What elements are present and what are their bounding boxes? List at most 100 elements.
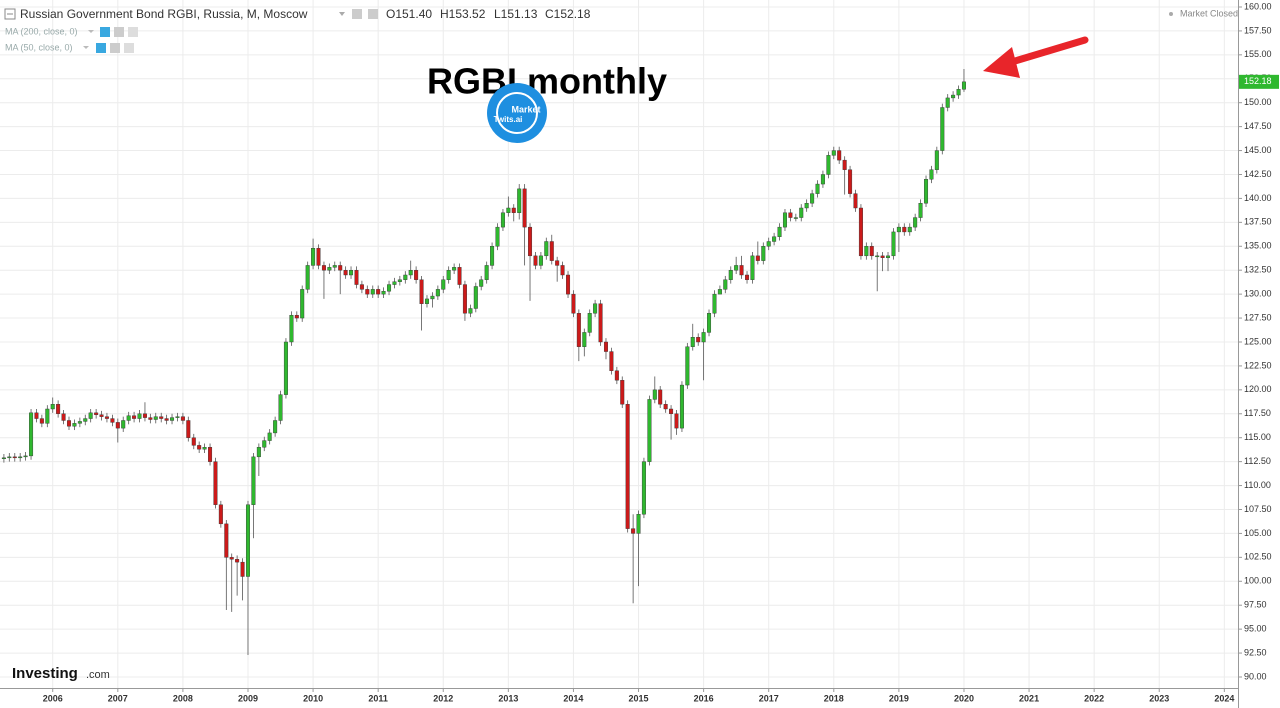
candle-body xyxy=(793,217,798,219)
candle-body xyxy=(772,236,777,242)
grid xyxy=(0,0,1238,688)
candle-body xyxy=(940,107,945,151)
candle-body xyxy=(782,212,787,228)
candle-body xyxy=(490,246,495,266)
candle-body xyxy=(45,408,50,424)
candle-body xyxy=(522,188,527,228)
visibility-icon[interactable] xyxy=(110,43,120,53)
candle-body xyxy=(576,313,581,347)
candle-body xyxy=(202,447,207,450)
candle-body xyxy=(701,332,706,343)
candle-body xyxy=(679,384,684,429)
candle-body xyxy=(12,456,17,459)
candle-body xyxy=(39,418,44,424)
candle-body xyxy=(820,174,825,185)
remove-icon[interactable] xyxy=(128,27,138,37)
candle-body xyxy=(858,207,863,257)
candle-body xyxy=(560,265,565,276)
candle-body xyxy=(387,284,392,292)
candle-body xyxy=(132,415,137,419)
brand-name: Investing xyxy=(12,665,78,682)
candle-body xyxy=(365,289,370,295)
y-tick-label: 127.50 xyxy=(1244,312,1272,322)
candle-body xyxy=(571,293,576,314)
settings-icon[interactable] xyxy=(100,27,110,37)
x-tick-label: 2009 xyxy=(238,693,258,703)
candle-body xyxy=(441,279,446,290)
candle-body xyxy=(468,308,473,314)
y-tick-label: 110.00 xyxy=(1244,480,1271,490)
candle-body xyxy=(56,404,61,414)
candle-body xyxy=(332,265,337,268)
y-tick-label: 117.50 xyxy=(1244,408,1271,418)
visibility-icon[interactable] xyxy=(368,9,378,19)
y-tick-label: 92.50 xyxy=(1244,647,1267,657)
candle-body xyxy=(766,241,771,247)
dropdown-icon[interactable] xyxy=(339,12,345,16)
dropdown-icon[interactable] xyxy=(88,30,94,33)
candle-body xyxy=(1,457,6,460)
candle-body xyxy=(593,303,598,314)
candle-body xyxy=(159,416,164,419)
candle-body xyxy=(777,226,782,237)
candle-body xyxy=(229,557,234,560)
candle-body xyxy=(723,279,728,290)
candle-body xyxy=(256,447,261,458)
last-price-label: 152.18 xyxy=(1244,76,1272,86)
candle-body xyxy=(587,313,592,333)
candle-body xyxy=(83,418,88,422)
candle-body xyxy=(349,270,354,276)
candle-body xyxy=(7,456,12,459)
candle-body xyxy=(826,155,831,175)
candle-body xyxy=(582,332,587,347)
y-tick-label: 90.00 xyxy=(1244,671,1267,681)
candle-body xyxy=(50,404,55,410)
candle-body xyxy=(283,341,288,395)
quote-close: C152.18 xyxy=(545,7,591,21)
candle-body xyxy=(153,416,158,420)
y-tick-label: 100.00 xyxy=(1244,576,1272,586)
candle-body xyxy=(902,226,907,233)
candle-body xyxy=(251,456,256,505)
x-tick-label: 2021 xyxy=(1019,693,1039,703)
y-tick-label: 132.50 xyxy=(1244,265,1272,275)
candle-body xyxy=(354,270,359,285)
x-tick-label: 2019 xyxy=(889,693,909,703)
visibility-icon[interactable] xyxy=(114,27,124,37)
candle-body xyxy=(739,265,744,276)
candle-body xyxy=(126,415,131,421)
candle-body xyxy=(875,255,880,258)
status-dot xyxy=(1169,12,1173,16)
y-tick-label: 112.50 xyxy=(1244,456,1271,466)
candle-body xyxy=(381,291,386,295)
candle-body xyxy=(929,169,934,180)
watermark-ring xyxy=(496,92,538,134)
y-tick-label: 125.00 xyxy=(1244,336,1272,346)
candle-body xyxy=(538,255,543,266)
candle-body xyxy=(517,188,522,213)
candle-body xyxy=(864,246,869,257)
collapse-icon[interactable] xyxy=(4,8,16,20)
remove-icon[interactable] xyxy=(124,43,134,53)
y-tick-label: 102.50 xyxy=(1244,552,1272,562)
candle-body xyxy=(831,150,836,156)
dropdown-icon[interactable] xyxy=(83,46,89,49)
candle-body xyxy=(435,289,440,297)
market-status: Market Closed xyxy=(1180,8,1238,18)
y-tick-label: 160.00 xyxy=(1244,1,1272,11)
candle-body xyxy=(343,270,348,276)
candle-body xyxy=(338,265,343,271)
candle-body xyxy=(636,514,641,534)
candle-body xyxy=(511,207,516,213)
candle-body xyxy=(289,314,294,343)
candle-body xyxy=(235,559,240,563)
candle-body xyxy=(321,265,326,271)
settings-icon[interactable] xyxy=(352,9,362,19)
y-tick-label: 147.50 xyxy=(1244,121,1272,131)
annotation-title: RGBI monthly xyxy=(427,61,667,102)
candle-body xyxy=(815,183,820,194)
settings-icon[interactable] xyxy=(96,43,106,53)
x-tick-label: 2013 xyxy=(498,693,518,703)
candle-body xyxy=(913,217,918,228)
